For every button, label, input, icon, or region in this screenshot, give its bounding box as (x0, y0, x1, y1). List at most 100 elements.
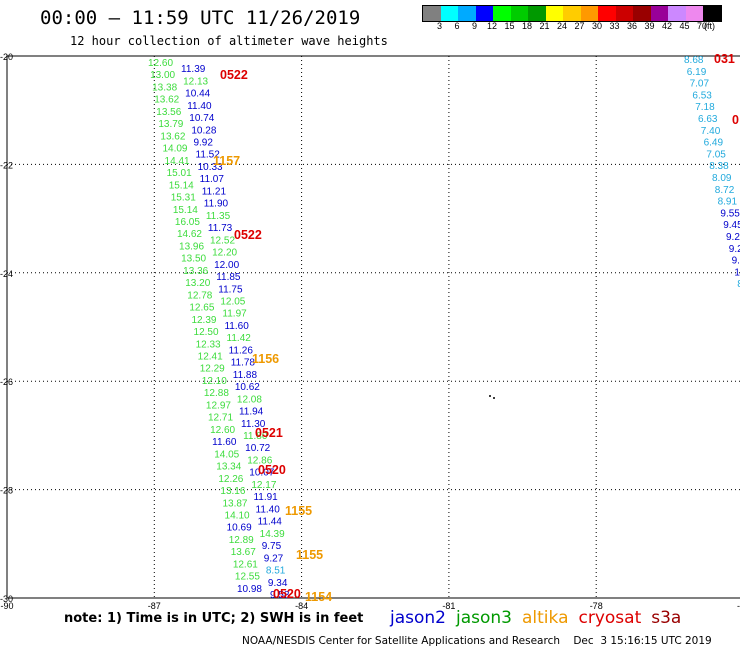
color-swatch (493, 6, 511, 21)
wave-height-label: 10.07 (249, 468, 274, 479)
wave-height-label: 12.65 (189, 303, 214, 314)
wave-height-label: 11.40 (187, 101, 212, 112)
wave-height-label: 11.78 (231, 358, 256, 369)
latitude-label: -24 (0, 269, 13, 279)
color-swatch (650, 6, 668, 21)
latitude-label: -26 (0, 377, 13, 387)
wave-height-label: 11.97 (222, 309, 247, 320)
color-swatch (440, 6, 458, 21)
wave-height-label: 12.50 (194, 327, 219, 338)
wave-height-label: 11.60 (212, 437, 237, 448)
pass-time-label: 1155 (285, 504, 312, 518)
wave-height-label: 6.63 (698, 114, 718, 125)
pass-time-label: 031 (714, 52, 735, 66)
wave-height-label: 8 (737, 279, 740, 290)
wave-height-label: 10.69 (227, 523, 252, 534)
color-swatch (580, 6, 598, 21)
color-scale-tick: 24 (556, 21, 567, 31)
wave-height-label: 13.62 (154, 95, 179, 106)
wave-height-label: 11.42 (227, 333, 252, 344)
wave-height-label: 13.67 (231, 547, 256, 558)
wave-height-label: 13.62 (160, 131, 185, 142)
longitude-label: -81 (442, 601, 455, 611)
wave-height-label: 12.88 (204, 388, 229, 399)
wave-height-label: 16.05 (175, 217, 200, 228)
wave-height-label: 11.30 (241, 419, 266, 430)
color-scale-tick: 30 (591, 21, 602, 31)
wave-height-label: 12.29 (200, 364, 225, 375)
color-scale-tick: 42 (661, 21, 672, 31)
wave-height-label: 11.94 (239, 407, 264, 418)
color-swatch (528, 6, 546, 21)
wave-height-label: 10.44 (185, 89, 210, 100)
longitude-label: -84 (295, 601, 308, 611)
wave-height-label: 10.62 (235, 382, 260, 393)
wave-height-label: 12.05 (220, 296, 245, 307)
wave-height-label: 10.33 (198, 162, 223, 173)
color-scale-bar (422, 5, 722, 22)
wave-height-label: 11.44 (258, 517, 283, 528)
wave-height-label: 10.28 (191, 125, 216, 136)
wave-height-label: 15.14 (173, 205, 198, 216)
wave-height-label: 12.52 (210, 235, 235, 246)
pass-time-label: 1154 (305, 590, 332, 604)
wave-height-label: 12.39 (191, 315, 216, 326)
wave-height-label: 11.90 (204, 199, 229, 210)
wave-height-label: 11.26 (229, 345, 254, 356)
wave-height-label: 7.07 (690, 79, 710, 90)
wave-height-label: 13.79 (158, 119, 183, 130)
axis-labels: -90 -87 -84 -81 -78 -75 -20 -22 -24 -26 -28 -30 (0, 52, 740, 611)
wave-height-label: 9.2 (729, 244, 740, 255)
wave-height-label: 7.05 (706, 149, 726, 160)
pass-time-label: 0520 (273, 587, 301, 601)
wave-height-label: 10.98 (237, 584, 262, 595)
pass-time-label: 0 (732, 113, 739, 127)
wave-height-label: 11.85 (216, 272, 241, 283)
color-scale-unit: (ft) (704, 21, 715, 31)
pass-time-label: 1156 (252, 352, 279, 366)
wave-height-label: 11.39 (181, 64, 206, 75)
credit-line: NOAA/NESDIS Center for Satellite Applica… (242, 635, 712, 647)
wave-height-label: 15.31 (171, 193, 196, 204)
wave-height-label: 12.86 (247, 455, 272, 466)
wave-height-label: 7.18 (695, 102, 715, 113)
wave-height-label: 9.75 (262, 541, 282, 552)
color-swatch (668, 6, 686, 21)
wave-height-label: 9.2 (726, 232, 740, 243)
color-scale-tick: 3 (436, 21, 442, 31)
wave-height-label: 11.35 (206, 211, 231, 222)
wave-height-label: 12.60 (210, 425, 235, 436)
wave-height-label: 12.10 (202, 376, 227, 387)
longitude-label: -75 (737, 601, 740, 611)
wave-height-label: 12.26 (218, 474, 243, 485)
wave-height-label: 8.91 (718, 197, 738, 208)
longitude-label: -78 (590, 601, 603, 611)
wave-height-label: 9.58 (270, 590, 290, 601)
wave-height-tracks: 12.60 11.39 13.00 12.13 13.38 10.44 13.62 11.40… (148, 52, 740, 604)
wave-height-label: 11.07 (200, 174, 225, 185)
wave-height-label: 14.05 (214, 449, 239, 460)
color-swatch (458, 6, 476, 21)
wave-height-label: 12.60 (148, 58, 173, 69)
wave-height-label: 13.56 (156, 107, 181, 118)
color-swatch (703, 6, 721, 21)
wave-height-label: 13.96 (179, 241, 204, 252)
color-scale-tick: 12 (486, 21, 497, 31)
wave-height-label: 12.17 (251, 480, 276, 491)
wave-height-label: 11.52 (196, 150, 221, 161)
islands (489, 395, 495, 399)
wave-height-label: 11.80 (243, 431, 268, 442)
wave-height-label: 12.61 (233, 559, 258, 570)
wave-height-label: 6.19 (687, 67, 707, 78)
color-scale-tick: 45 (679, 21, 690, 31)
wave-height-label: 12.55 (235, 572, 260, 583)
wave-height-label: 10.74 (189, 113, 214, 124)
latitude-label: -20 (0, 52, 13, 62)
wave-height-label: 8.38 (709, 161, 729, 172)
wave-height-label: 14.09 (162, 144, 187, 155)
wave-height-label: 12.00 (214, 260, 239, 271)
wave-height-label: 11.40 (256, 504, 281, 515)
wave-height-label: 15.01 (167, 168, 192, 179)
wave-height-label: 12.97 (206, 400, 231, 411)
